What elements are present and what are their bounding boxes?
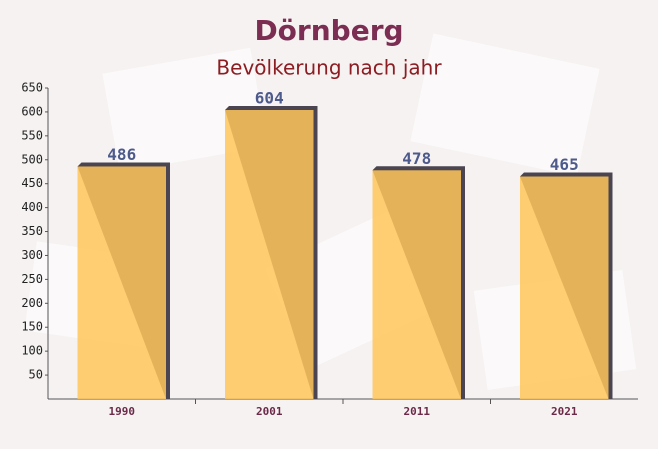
y-tick-label: 350 bbox=[21, 224, 43, 238]
y-tick-label: 250 bbox=[21, 272, 43, 286]
value-label: 465 bbox=[550, 155, 579, 174]
bar bbox=[225, 110, 314, 400]
y-tick-label: 300 bbox=[21, 248, 43, 262]
chart-title: Dörnberg bbox=[254, 14, 403, 47]
y-tick-label: 400 bbox=[21, 200, 43, 214]
x-tick-label: 1990 bbox=[109, 405, 136, 418]
y-tick-label: 200 bbox=[21, 296, 43, 310]
y-tick-label: 600 bbox=[21, 104, 43, 118]
x-tick-label: 2011 bbox=[404, 405, 431, 418]
y-tick-label: 150 bbox=[21, 320, 43, 334]
y-tick-label: 50 bbox=[29, 368, 43, 382]
y-tick-label: 550 bbox=[21, 128, 43, 142]
bar bbox=[77, 166, 166, 399]
x-tick-label: 2021 bbox=[551, 405, 578, 418]
x-tick-label: 2001 bbox=[256, 405, 283, 418]
y-tick-label: 650 bbox=[21, 81, 43, 95]
bar bbox=[372, 170, 461, 399]
value-label: 478 bbox=[402, 149, 431, 168]
y-tick-label: 100 bbox=[21, 344, 43, 358]
y-tick-label: 500 bbox=[21, 152, 43, 166]
chart-subtitle: Bevölkerung nach jahr bbox=[216, 56, 442, 80]
bar bbox=[520, 176, 609, 399]
y-tick-label: 450 bbox=[21, 176, 43, 190]
value-label: 486 bbox=[107, 145, 136, 164]
value-label: 604 bbox=[255, 89, 284, 108]
